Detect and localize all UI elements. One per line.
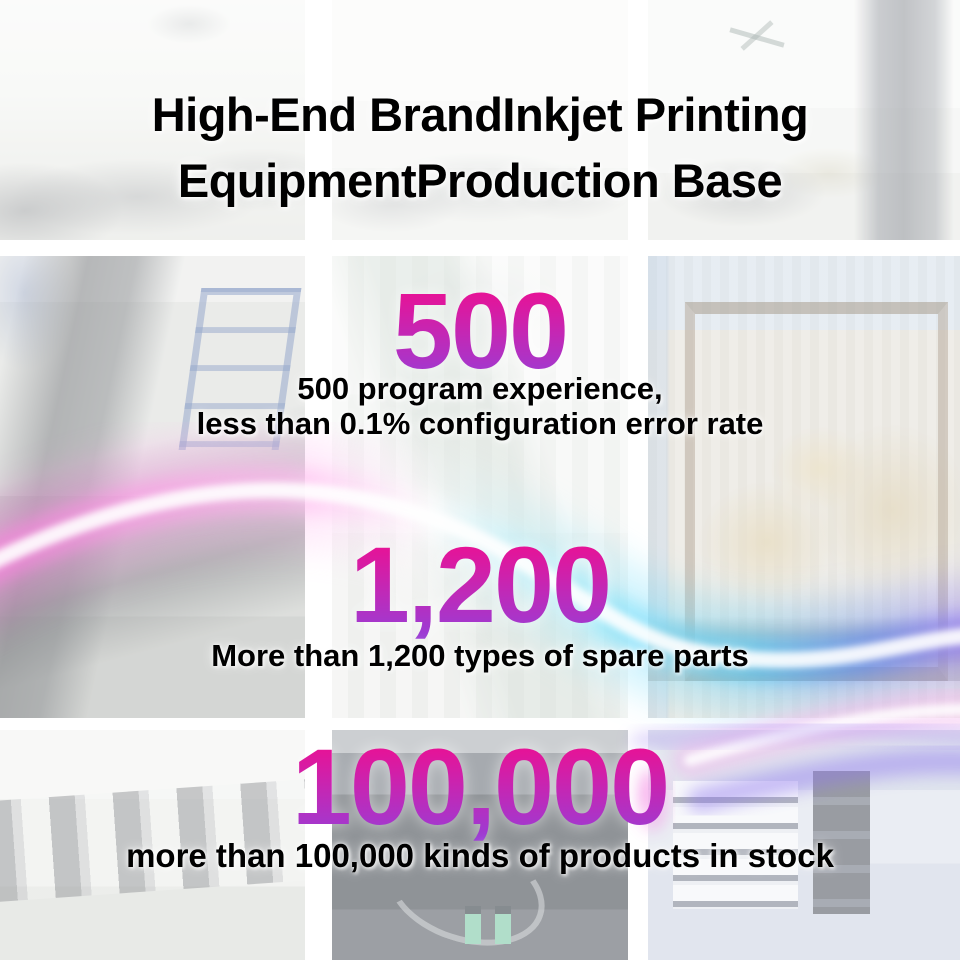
ceiling-fan-shape [729, 19, 785, 59]
stat-caption-1200: More than 1,200 types of spare parts [211, 638, 749, 673]
stat-caption-100000: more than 100,000 kinds of products in s… [126, 837, 834, 874]
stat-value-1200: 1,200 [0, 529, 960, 641]
stat-caption-500-line2: less than 0.1% configuration error rate [196, 406, 764, 441]
stat-value-100000: 100,000 [0, 731, 960, 843]
green-connector-shape [465, 905, 482, 944]
stat-caption-500: 500 program experience, less than 0.1% c… [0, 371, 960, 441]
title-line-2: EquipmentProduction Base [177, 154, 783, 207]
page-title: High-End BrandInkjet Printing EquipmentP… [0, 82, 960, 214]
stat-caption-500-line1: 500 program experience, [297, 371, 663, 406]
green-connector-shape [494, 905, 511, 944]
title-line-1: High-End BrandInkjet Printing [151, 88, 809, 141]
